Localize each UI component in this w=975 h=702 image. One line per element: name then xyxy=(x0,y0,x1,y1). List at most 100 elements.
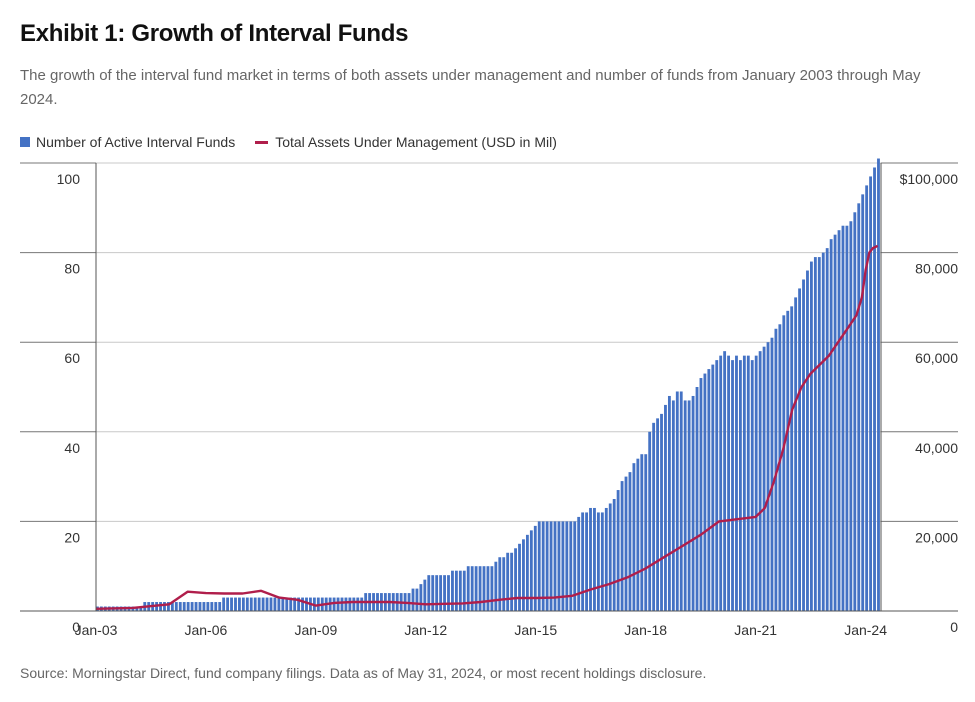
x-tick-label: Jan-18 xyxy=(624,622,667,638)
bar xyxy=(861,194,865,612)
bar xyxy=(640,454,644,611)
bar xyxy=(770,337,774,611)
bar xyxy=(727,355,730,611)
bar xyxy=(766,342,770,611)
bar xyxy=(585,512,588,611)
bar xyxy=(135,606,139,611)
bar xyxy=(502,557,506,611)
bar xyxy=(159,602,162,611)
x-tick-label: Jan-15 xyxy=(514,622,557,638)
bar xyxy=(206,602,210,611)
y-left-tick-label: 20 xyxy=(64,529,80,545)
bar xyxy=(340,597,344,611)
bar xyxy=(869,176,873,611)
source-note: Source: Morningstar Direct, fund company… xyxy=(20,665,707,681)
bar xyxy=(447,575,450,611)
bar xyxy=(778,324,782,611)
bar xyxy=(703,373,707,611)
bar xyxy=(656,418,659,611)
chart-subtitle: The growth of the interval fund market i… xyxy=(20,67,921,108)
bar xyxy=(202,602,206,611)
bar xyxy=(589,507,592,611)
bar xyxy=(218,602,222,611)
bar xyxy=(636,458,640,611)
bar xyxy=(451,570,454,611)
bar xyxy=(506,552,510,611)
bar xyxy=(738,360,742,611)
bar xyxy=(234,597,237,611)
bar xyxy=(186,602,190,611)
bar xyxy=(222,597,226,611)
bar xyxy=(261,597,265,611)
bar xyxy=(510,552,514,611)
bar xyxy=(518,543,521,611)
bar xyxy=(514,548,517,611)
bar xyxy=(735,355,738,611)
x-tick-label: Jan-24 xyxy=(844,622,887,638)
bar xyxy=(352,597,356,611)
bar xyxy=(482,566,486,611)
bar xyxy=(865,185,869,611)
legend-item-funds: Number of Active Interval Funds xyxy=(20,134,235,150)
bar xyxy=(182,602,186,611)
bar xyxy=(545,521,549,611)
bar xyxy=(427,575,431,611)
y-right-tick-label: 60,000 xyxy=(915,350,958,366)
bar xyxy=(877,158,880,611)
legend-swatch-bar xyxy=(20,137,30,147)
bar xyxy=(624,476,628,611)
bar xyxy=(249,597,253,611)
bar xyxy=(565,521,569,611)
bar xyxy=(652,422,656,611)
bar xyxy=(758,351,762,611)
x-tick-label: Jan-12 xyxy=(404,622,447,638)
bar xyxy=(849,221,853,612)
bar xyxy=(190,602,194,611)
bar xyxy=(660,413,663,611)
bar xyxy=(829,239,833,611)
bar xyxy=(336,597,340,611)
y-right-tick-label: 0 xyxy=(950,619,958,635)
y-left-tick-label: 100 xyxy=(57,171,81,187)
bar xyxy=(798,288,801,611)
bar xyxy=(648,431,652,611)
bar xyxy=(541,521,545,611)
legend-label-aum: Total Assets Under Management (USD in Mi… xyxy=(275,134,557,150)
bar xyxy=(809,261,813,611)
bar xyxy=(632,463,636,611)
bar xyxy=(178,602,182,611)
bar xyxy=(825,248,829,611)
bar xyxy=(360,597,364,611)
bar xyxy=(616,490,620,611)
bar xyxy=(167,602,170,611)
bar xyxy=(853,212,857,611)
y-right-tick-label: 20,000 xyxy=(915,529,958,545)
bar xyxy=(462,570,466,611)
bar xyxy=(198,602,202,611)
bar xyxy=(170,602,174,611)
bar xyxy=(230,597,233,611)
bar xyxy=(494,561,498,611)
bar xyxy=(707,369,711,611)
bar xyxy=(281,597,285,611)
bar xyxy=(253,597,257,611)
bar xyxy=(415,588,419,611)
bar xyxy=(794,297,798,611)
bar xyxy=(715,360,719,611)
bar xyxy=(305,597,308,611)
bar xyxy=(466,566,470,611)
bar xyxy=(332,597,336,611)
bar xyxy=(557,521,561,611)
aum-line xyxy=(95,244,879,610)
bar xyxy=(762,346,766,611)
bar xyxy=(226,597,230,611)
bar xyxy=(490,566,494,611)
bar xyxy=(561,521,565,611)
bar xyxy=(498,557,502,611)
bar xyxy=(411,588,415,611)
bar xyxy=(525,534,529,611)
bar xyxy=(297,597,301,611)
bar xyxy=(419,584,423,611)
bar xyxy=(277,597,281,611)
bar xyxy=(593,507,596,611)
